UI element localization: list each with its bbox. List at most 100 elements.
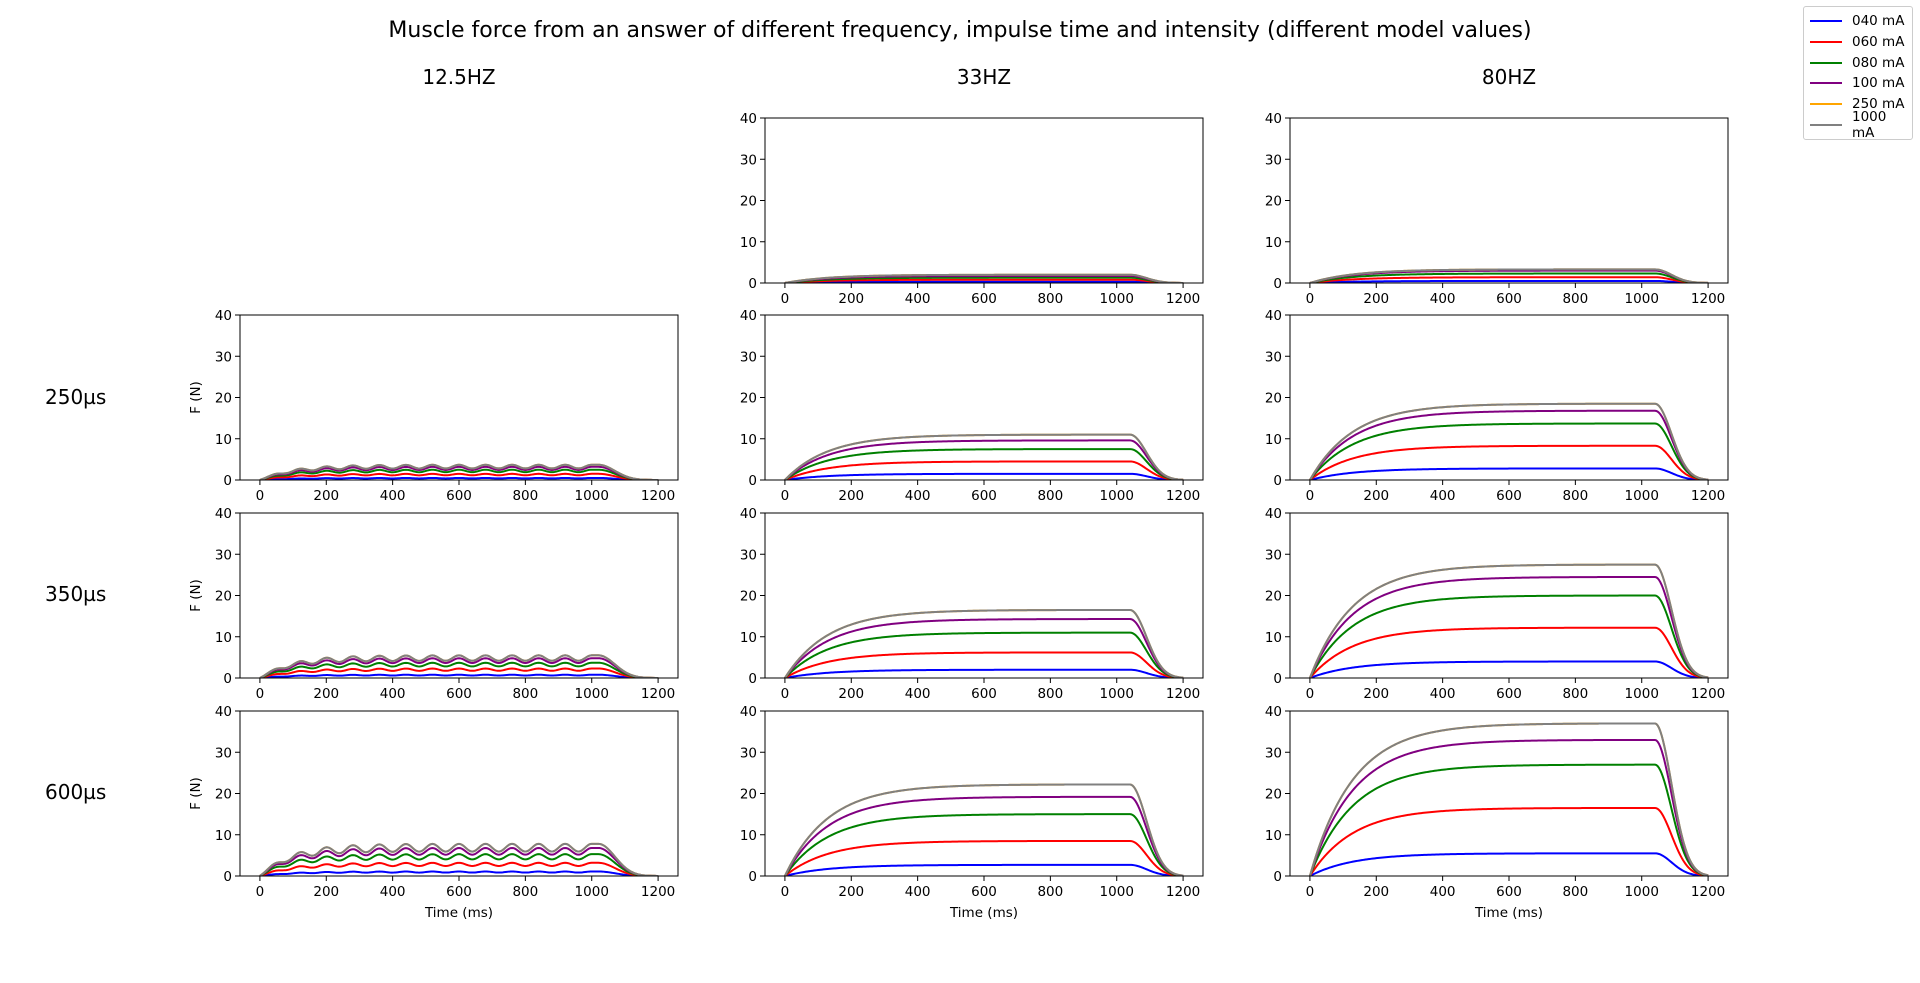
x-tick-label: 0: [781, 884, 790, 900]
series-line-100-ma: [784, 795, 1184, 876]
y-tick-label: 30: [1265, 349, 1282, 365]
x-tick-label: 0: [1306, 686, 1315, 702]
y-tick-label: 40: [740, 704, 757, 720]
y-tick-label: 20: [1265, 391, 1282, 407]
subplot-250us-80hz: 0 200 400 600 800 1000 1200 0 10 20 30 40: [1265, 308, 1729, 504]
series-line-060-ma: [784, 651, 1184, 678]
legend-label: 1000 mA: [1852, 108, 1887, 141]
x-tick-label: 200: [838, 488, 864, 504]
y-tick-label: 40: [1265, 111, 1282, 127]
x-tick-label: 1000: [1100, 291, 1134, 307]
y-tick-label: 10: [215, 828, 232, 844]
y-tick-label: 10: [740, 630, 757, 646]
series-line-040-ma: [1309, 279, 1709, 283]
figure-title: Muscle force from an answer of different…: [388, 18, 1531, 43]
series-line-080-ma: [784, 813, 1184, 876]
axes-frame: [239, 314, 679, 481]
x-tick-label: 400: [905, 291, 931, 307]
x-tick-label: 800: [1037, 884, 1063, 900]
y-tick-label: 10: [215, 432, 232, 448]
series-line-080-ma: [259, 468, 659, 480]
subplot-top-80hz: 0 200 400 600 800 1000 1200 0 10 20 30 40: [1265, 111, 1729, 307]
y-tick-label: 40: [740, 111, 757, 127]
x-tick-label: 1200: [641, 488, 675, 504]
series-line-040-ma: [784, 668, 1184, 678]
x-tick-label: 800: [1562, 884, 1588, 900]
series-line-060-ma: [784, 839, 1184, 876]
column-title-33hz: 33HZ: [957, 65, 1011, 89]
x-tick-label: 1000: [1100, 686, 1134, 702]
y-tick-label: 0: [223, 671, 232, 687]
x-tick-label: 600: [1496, 884, 1522, 900]
y-tick-label: 30: [1265, 152, 1282, 168]
x-tick-label: 0: [1306, 884, 1315, 900]
x-tick-label: 1200: [1166, 488, 1200, 504]
series-line-040-ma: [784, 863, 1184, 876]
series-line-100-ma: [784, 439, 1184, 480]
x-tick-label: 200: [838, 884, 864, 900]
y-tick-label: 0: [748, 671, 757, 687]
legend-label: 100 mA: [1852, 75, 1905, 92]
x-tick-label: 0: [256, 686, 265, 702]
legend-label: 060 mA: [1852, 34, 1905, 51]
series-line-080-ma: [259, 853, 659, 876]
legend-swatch-1000ma: [1810, 123, 1842, 126]
subplot-350us-12-5hz: 0 200 400 600 800 1000 1200 0 10 20 30 40 F (N): [188, 506, 679, 702]
y-tick-label: 30: [1265, 547, 1282, 563]
legend-label: 040 mA: [1852, 13, 1905, 30]
series-line-100-ma: [259, 846, 659, 876]
x-tick-label: 400: [1430, 686, 1456, 702]
series-line-060-ma: [259, 472, 659, 480]
x-tick-label: 400: [1430, 488, 1456, 504]
x-tick-label: 0: [781, 291, 790, 307]
y-tick-label: 20: [215, 589, 232, 605]
subplot-top-33hz: 0 200 400 600 800 1000 1200 0 10 20 30 40: [740, 111, 1204, 307]
x-tick-label: 200: [313, 686, 339, 702]
y-tick-label: 0: [223, 473, 232, 489]
column-title-12-5hz: 12.5HZ: [422, 65, 495, 89]
legend-swatch-060ma: [1810, 41, 1842, 44]
y-tick-label: 10: [1265, 828, 1282, 844]
series-line-1000-ma: [1308, 563, 1709, 678]
series-line-1000-ma: [784, 608, 1184, 678]
series-line-080-ma: [1309, 594, 1709, 678]
legend-item: 060 mA: [1810, 32, 1906, 53]
axes-frame: [764, 117, 1204, 284]
series-line-1000-ma: [784, 273, 1184, 283]
y-tick-label: 10: [740, 828, 757, 844]
x-tick-label: 600: [446, 884, 472, 900]
x-tick-label: 1200: [641, 884, 675, 900]
x-tick-label: 600: [1496, 291, 1522, 307]
y-tick-label: 10: [740, 432, 757, 448]
y-tick-label: 10: [1265, 235, 1282, 251]
x-tick-label: 800: [1562, 488, 1588, 504]
y-tick-label: 30: [215, 547, 232, 563]
x-tick-label: 600: [1496, 686, 1522, 702]
series-line-1000-ma: [1308, 722, 1709, 876]
series-line-060-ma: [259, 667, 659, 678]
y-axis-label: F (N): [188, 381, 204, 414]
y-tick-label: 40: [1265, 506, 1282, 522]
x-tick-label: 0: [1306, 291, 1315, 307]
column-title-80hz: 80HZ: [1482, 65, 1536, 89]
series-line-1000-ma: [259, 463, 659, 480]
series-line-1000-ma: [1309, 268, 1709, 283]
series-line-1000-ma: [784, 783, 1184, 876]
legend-item: 040 mA: [1810, 11, 1906, 32]
series-line-080-ma: [259, 661, 659, 678]
series-line-080-ma: [1308, 763, 1709, 876]
legend: 040 mA 060 mA 080 mA 100 mA 250 mA 1000 …: [1803, 6, 1913, 141]
series-line-040-ma: [784, 280, 1184, 283]
y-tick-label: 10: [1265, 630, 1282, 646]
x-tick-label: 1000: [1625, 686, 1659, 702]
y-tick-label: 40: [215, 308, 232, 324]
series-line-080-ma: [784, 448, 1184, 480]
subplot-250us-33hz: 0 200 400 600 800 1000 1200 0 10 20 30 40: [740, 308, 1204, 504]
x-tick-label: 0: [781, 686, 790, 702]
y-tick-label: 30: [740, 152, 757, 168]
axes-frame: [764, 314, 1204, 481]
series-line-1000-ma: [1309, 402, 1709, 480]
series-line-060-ma: [1309, 806, 1709, 876]
y-tick-label: 20: [740, 194, 757, 210]
x-tick-label: 0: [256, 488, 265, 504]
